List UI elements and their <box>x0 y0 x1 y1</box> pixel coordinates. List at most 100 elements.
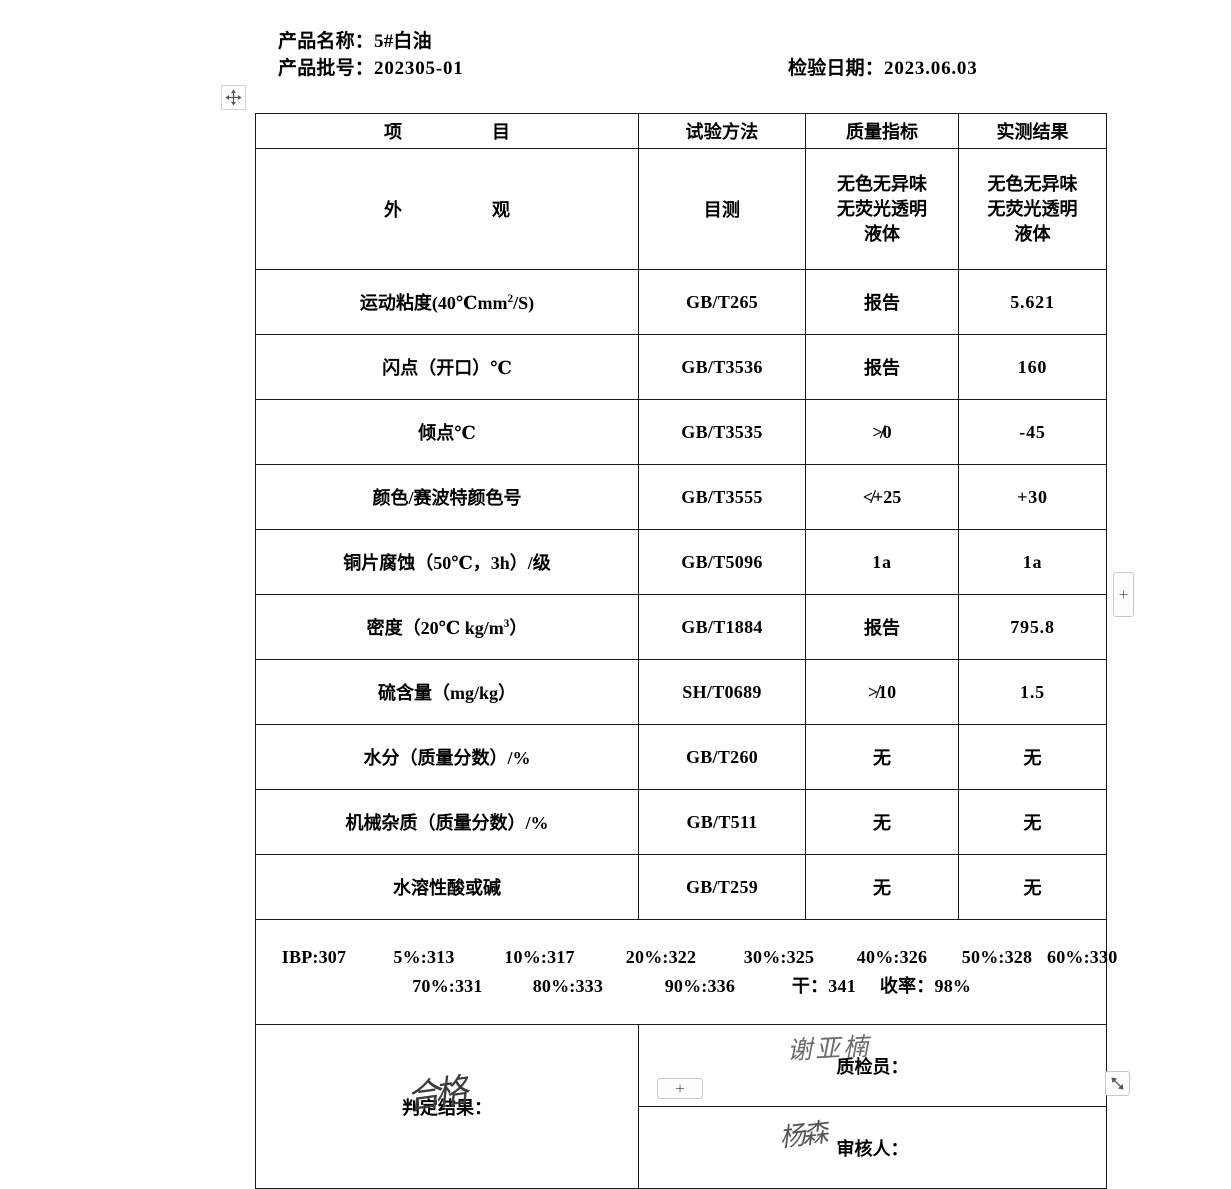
plus-icon: + <box>1118 584 1129 604</box>
table-row: 密度（20℃ kg/m3） GB/T1884 报告 795.8 <box>255 594 1107 660</box>
distillation-point: 80%:333 <box>532 976 604 996</box>
cell-item: 水分（质量分数）/% <box>255 724 639 790</box>
cell-method: GB/T1884 <box>638 594 806 660</box>
plus-icon: + <box>675 1078 685 1098</box>
batch-value: 202305-01 <box>374 58 464 79</box>
cell-item: 硫含量（mg/kg） <box>255 659 639 725</box>
table-row: 机械杂质（质量分数）/% GB/T511 无 无 <box>255 789 1107 855</box>
cell-spec: 无 <box>805 854 959 920</box>
distillation-point: 5%:313 <box>393 947 455 967</box>
cell-item: 颜色/赛波特颜色号 <box>255 464 639 530</box>
cell-spec: 报告 <box>805 334 959 400</box>
batch-and-date-line: 产品批号：202305-01 检验日期：2023.06.03 <box>278 55 1118 82</box>
table-header-row: 项 目 试验方法 质量指标 实测结果 <box>255 113 1107 149</box>
distillation-point: 60%:330 <box>1047 947 1118 967</box>
cell-method: GB/T5096 <box>638 529 806 595</box>
cell-result: 无 <box>958 724 1107 790</box>
cell-item: 运动粘度(40℃mm2/S) <box>255 269 639 335</box>
table-row: 运动粘度(40℃mm2/S) GB/T265 报告 5.621 <box>255 269 1107 335</box>
move-arrows-icon <box>225 89 242 106</box>
cell-method: 目测 <box>638 148 806 270</box>
cell-result: 1.5 <box>958 659 1107 725</box>
inspection-date-label: 检验日期： <box>788 58 885 79</box>
cell-method: SH/T0689 <box>638 659 806 725</box>
verdict-signature: 合格 <box>403 1071 465 1119</box>
cell-result: 160 <box>958 334 1107 400</box>
cell-result: +30 <box>958 464 1107 530</box>
auditor-cell: 审核人： 杨森 <box>638 1106 1107 1189</box>
table-resize-handle[interactable] <box>1105 1071 1130 1096</box>
distillation-line-2: 70%:331 80%:333 90%:336 干：341 收率：98% <box>258 972 1104 1001</box>
distillation-point: 70%:331 <box>412 976 483 996</box>
qc-inspector-signature: 谢亚楠 <box>786 1031 872 1066</box>
product-name-value: 5#白油 <box>374 31 432 52</box>
product-name-label: 产品名称： <box>278 31 375 52</box>
insert-column-button[interactable]: + <box>1113 572 1134 617</box>
cell-spec: ≮+25 <box>805 464 959 530</box>
cell-method: GB/T265 <box>638 269 806 335</box>
table-row: 颜色/赛波特颜色号 GB/T3555 ≮+25 +30 <box>255 464 1107 530</box>
distillation-yield: 收率：98% <box>879 976 972 996</box>
cell-spec: 无 <box>805 789 959 855</box>
cell-method: GB/T511 <box>638 789 806 855</box>
table-row: 硫含量（mg/kg） SH/T0689 ≯10 1.5 <box>255 659 1107 725</box>
distillation-final-point: 干：341 <box>791 976 856 996</box>
cell-spec: 报告 <box>805 269 959 335</box>
column-header-result: 实测结果 <box>958 113 1107 149</box>
distillation-point: 10%:317 <box>504 947 575 967</box>
distillation-point: 90%:336 <box>664 976 736 996</box>
cell-method: GB/T3535 <box>638 399 806 465</box>
cell-spec: ≯10 <box>805 659 959 725</box>
cell-item: 铜片腐蚀（50℃，3h）/级 <box>255 529 639 595</box>
cell-item: 密度（20℃ kg/m3） <box>255 594 639 660</box>
cell-item: 水溶性酸或碱 <box>255 854 639 920</box>
cell-item: 外 观 <box>255 148 639 270</box>
table-move-handle[interactable] <box>221 85 246 110</box>
cell-item: 倾点℃ <box>255 399 639 465</box>
cell-item: 闪点（开口）℃ <box>255 334 639 400</box>
inspection-date-group: 检验日期：2023.06.03 <box>788 55 978 82</box>
insert-row-button[interactable]: + <box>657 1078 703 1099</box>
distillation-point: 30%:325 <box>743 947 815 967</box>
table-row: 水溶性酸或碱 GB/T259 无 无 <box>255 854 1107 920</box>
cell-method: GB/T3536 <box>638 334 806 400</box>
cell-spec: 无色无异味 无荧光透明 液体 <box>805 148 959 270</box>
distillation-point: 50%:328 <box>961 947 1033 967</box>
distillation-point: 20%:322 <box>625 947 697 967</box>
product-name-line: 产品名称：5#白油 <box>278 28 1118 55</box>
cell-spec: 报告 <box>805 594 959 660</box>
distillation-point: 40%:326 <box>856 947 928 967</box>
inspection-date-value: 2023.06.03 <box>884 58 978 79</box>
cell-method: GB/T259 <box>638 854 806 920</box>
cell-item: 机械杂质（质量分数）/% <box>255 789 639 855</box>
qc-inspector-cell: 质检员： 谢亚楠 <box>638 1024 1107 1107</box>
resize-diagonal-icon <box>1111 1077 1124 1090</box>
cell-result: 5.621 <box>958 269 1107 335</box>
cell-method: GB/T260 <box>638 724 806 790</box>
cell-result: -45 <box>958 399 1107 465</box>
inspection-results-table[interactable]: 项 目 试验方法 质量指标 实测结果 外 观 目测 无色无异味 无荧光透明 液体 无… <box>255 113 1117 1189</box>
cell-spec: ≯0 <box>805 399 959 465</box>
cell-result: 1a <box>958 529 1107 595</box>
column-header-spec: 质量指标 <box>805 113 959 149</box>
cell-result: 795.8 <box>958 594 1107 660</box>
auditor-signature: 杨森 <box>777 1118 827 1154</box>
table-row: 倾点℃ GB/T3535 ≯0 -45 <box>255 399 1107 465</box>
table-row: 铜片腐蚀（50℃，3h）/级 GB/T5096 1a 1a <box>255 529 1107 595</box>
column-header-item: 项 目 <box>255 113 639 149</box>
qc-inspector-label: 质检员： <box>836 1056 909 1077</box>
distillation-line-1: IBP:307 5%:313 10%:317 20%:322 30%:325 40%:32… <box>258 943 1117 972</box>
batch-label: 产品批号： <box>278 58 375 79</box>
cell-spec: 1a <box>805 529 959 595</box>
cell-spec: 无 <box>805 724 959 790</box>
distillation-row: IBP:307 5%:313 10%:317 20%:322 30%:325 40%:32… <box>255 919 1117 1025</box>
table-row: 外 观 目测 无色无异味 无荧光透明 液体 无色无异味 无荧光透明 液体 <box>255 148 1107 270</box>
table-row: 闪点（开口）℃ GB/T3536 报告 160 <box>255 334 1107 400</box>
cell-result: 无 <box>958 789 1107 855</box>
column-header-method: 试验方法 <box>638 113 806 149</box>
distillation-point: IBP:307 <box>281 947 347 967</box>
distillation-data-block: IBP:307 5%:313 10%:317 20%:322 30%:325 40%:32… <box>255 919 1117 1025</box>
table-row: 水分（质量分数）/% GB/T260 无 无 <box>255 724 1107 790</box>
cell-result: 无 <box>958 854 1107 920</box>
auditor-label: 审核人： <box>836 1138 909 1159</box>
